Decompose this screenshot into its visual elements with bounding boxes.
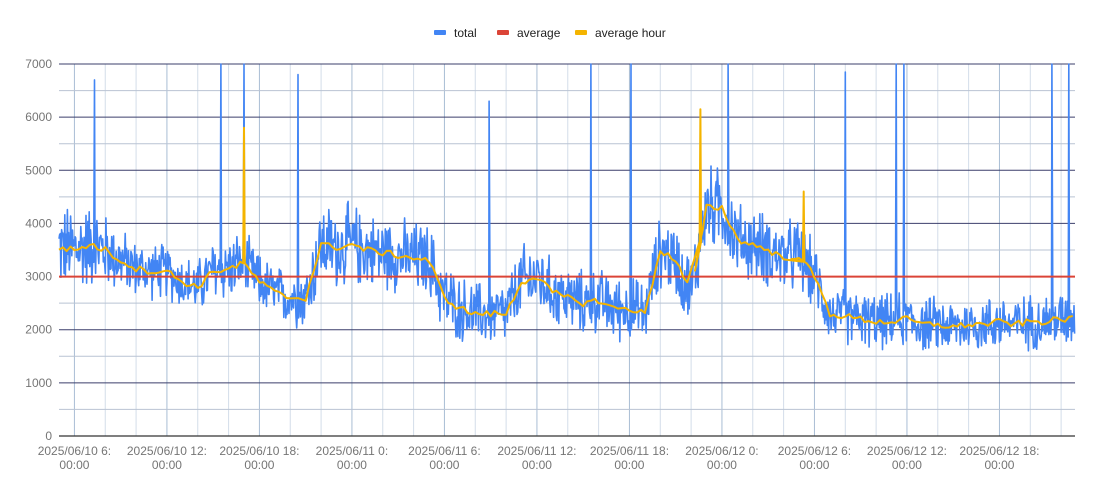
legend-item-total[interactable]: total [434, 26, 477, 40]
legend-label-total: total [454, 26, 477, 40]
x-tick-label: 2025/06/11 6: [408, 444, 481, 458]
y-tick-label: 4000 [25, 216, 52, 230]
x-tick-label-time: 00:00 [614, 458, 644, 472]
x-tick-label: 2025/06/11 12: [497, 444, 576, 458]
x-tick-label-time: 00:00 [152, 458, 182, 472]
legend-label-average-hour: average hour [595, 26, 666, 40]
x-tick-label-time: 00:00 [984, 458, 1014, 472]
x-tick-label-time: 00:00 [892, 458, 922, 472]
series-average-hour-line [58, 108, 1073, 329]
legend: total average average hour [434, 26, 666, 40]
legend-swatch-average-hour [575, 30, 587, 35]
x-tick-label: 2025/06/11 0: [316, 444, 389, 458]
y-axis: 0 1000 2000 3000 4000 5000 6000 7000 [25, 57, 52, 443]
y-tick-label: 6000 [25, 110, 52, 124]
x-tick-label: 2025/06/12 6: [778, 444, 851, 458]
legend-item-average[interactable]: average [497, 26, 561, 40]
x-tick-label: 2025/06/10 12: [127, 444, 207, 458]
legend-item-average-hour[interactable]: average hour [575, 26, 666, 40]
y-tick-label: 5000 [25, 163, 52, 177]
legend-swatch-total [434, 30, 446, 35]
x-tick-label-time: 00:00 [429, 458, 459, 472]
y-tick-label: 7000 [25, 57, 52, 71]
y-tick-label: 0 [45, 429, 52, 443]
y-tick-label: 3000 [25, 270, 52, 284]
legend-label-average: average [517, 26, 561, 40]
x-tick-label: 2025/06/11 18: [590, 444, 669, 458]
x-tick-label: 2025/06/12 18: [959, 444, 1039, 458]
x-tick-label: 2025/06/12 12: [867, 444, 947, 458]
x-tick-label-time: 00:00 [522, 458, 552, 472]
y-tick-label: 2000 [25, 323, 52, 337]
x-tick-label-time: 00:00 [707, 458, 737, 472]
series-total-line [58, 63, 1076, 352]
x-tick-label: 2025/06/10 18: [219, 444, 299, 458]
x-tick-label-time: 00:00 [59, 458, 89, 472]
plot-area [58, 63, 1076, 352]
x-tick-label-time: 00:00 [799, 458, 829, 472]
x-tick-label-time: 00:00 [337, 458, 367, 472]
y-tick-label: 1000 [25, 376, 52, 390]
x-tick-label: 2025/06/10 6: [38, 444, 111, 458]
x-tick-label-time: 00:00 [244, 458, 274, 472]
x-tick-label: 2025/06/12 0: [685, 444, 758, 458]
grid [59, 63, 1075, 437]
legend-swatch-average [497, 30, 509, 35]
